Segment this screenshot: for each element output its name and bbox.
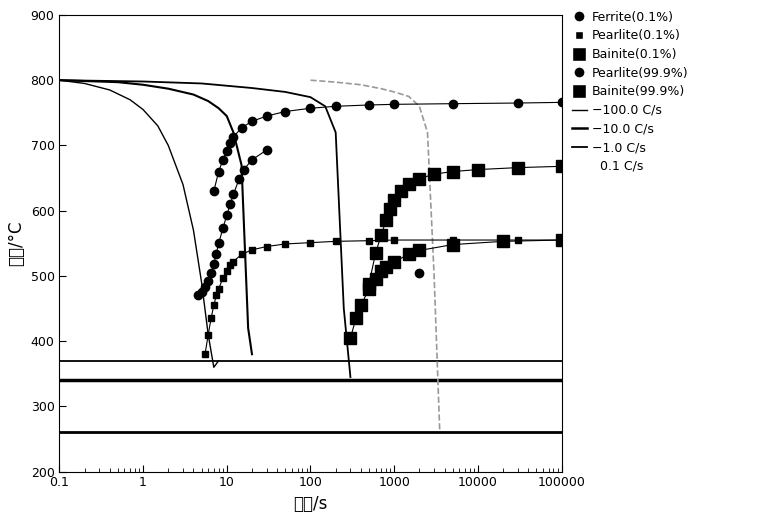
Y-axis label: 温度/°C: 温度/°C bbox=[7, 220, 25, 266]
Legend: Ferrite(0.1%), Pearlite(0.1%), Bainite(0.1%), Pearlite(99.9%), Bainite(99.9%), −: Ferrite(0.1%), Pearlite(0.1%), Bainite(0… bbox=[566, 6, 693, 178]
X-axis label: 时间/s: 时间/s bbox=[293, 495, 328, 513]
